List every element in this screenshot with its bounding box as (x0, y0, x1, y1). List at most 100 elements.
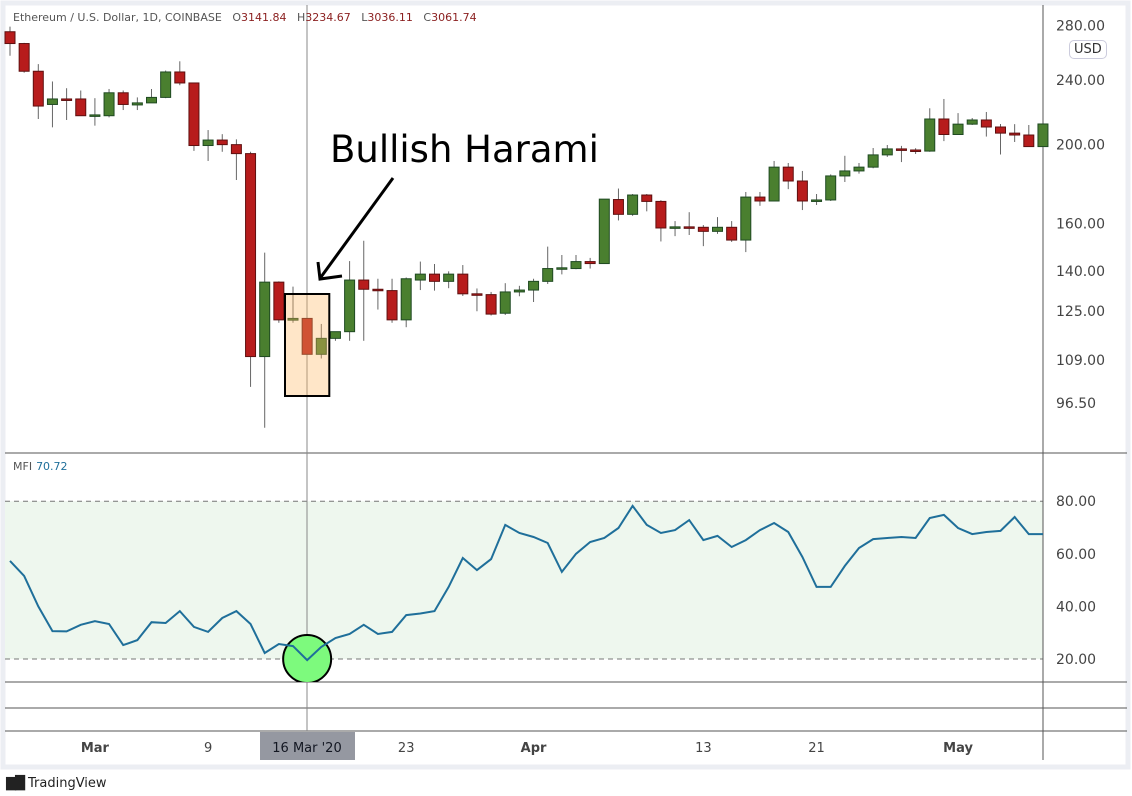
candle-body (712, 226, 723, 232)
candle-body (910, 149, 922, 152)
candle-body (32, 70, 44, 107)
mfi-band (5, 500, 1043, 660)
candle (216, 134, 228, 152)
candle (853, 163, 865, 174)
candle (160, 70, 172, 99)
candle (513, 285, 525, 297)
candle-body (216, 139, 228, 146)
candle (103, 88, 115, 118)
candle (188, 82, 200, 151)
candle (429, 264, 440, 291)
candle-body (584, 261, 596, 265)
candle (46, 81, 58, 128)
candle-body (386, 290, 398, 321)
candle-body (754, 196, 766, 202)
candle (655, 200, 667, 242)
candle-body (570, 261, 582, 270)
candle-body (471, 293, 483, 296)
candle-body (825, 175, 837, 201)
mfi-band-fill (5, 501, 1043, 659)
candle (32, 64, 44, 119)
mfi-value: 70.72 (36, 460, 68, 473)
candle (117, 90, 129, 111)
mfi-legend[interactable]: MFI 70.72 (13, 460, 68, 473)
mfi-tick-label: 60.00 (1056, 547, 1096, 563)
candle-body (867, 154, 879, 168)
candle (259, 252, 271, 428)
price-axis[interactable]: 280.00 240.00 200.00 160.00 140.00 125.00 109.… (1056, 18, 1105, 412)
candle (400, 277, 412, 328)
candle-body (287, 317, 299, 321)
candle (881, 144, 893, 157)
crosshair-date-badge (260, 732, 355, 760)
time-tick-label: 21 (808, 741, 825, 756)
candle-body (938, 118, 950, 135)
candles (4, 26, 1049, 428)
candle-body (641, 194, 653, 202)
mfi-axis[interactable]: 80.00 60.00 40.00 20.00 (1056, 494, 1096, 668)
high-value: 3234.67 (305, 11, 351, 24)
time-axis[interactable]: Mar 9 23 Apr 13 21 May (81, 741, 974, 756)
candle (329, 331, 341, 341)
candle-body (301, 317, 313, 355)
candle (782, 163, 794, 190)
time-tick-label: May (943, 741, 973, 756)
symbol-legend[interactable]: Ethereum / U.S. Dollar, 1D, COINBASE O31… (13, 11, 477, 24)
annotation-arrow (316, 177, 395, 281)
candle-body (995, 126, 1006, 134)
candle (697, 225, 709, 247)
candle (570, 254, 582, 270)
pane-separators (5, 5, 1127, 760)
candle (952, 113, 964, 135)
price-tick-label: 125.00 (1056, 304, 1105, 320)
candle (768, 160, 780, 202)
mfi-highlight-circle (282, 634, 333, 682)
candle-body (740, 196, 752, 241)
candle (245, 151, 257, 387)
candle-body (1023, 134, 1035, 148)
candle-body (612, 199, 624, 215)
candle (627, 194, 639, 216)
candle (938, 98, 950, 142)
time-tick-label: 9 (204, 741, 212, 756)
candle (980, 111, 992, 137)
candle (726, 221, 738, 242)
candle (966, 118, 978, 125)
currency-button[interactable]: USD (1069, 40, 1107, 59)
time-tick-label: 23 (398, 741, 415, 756)
chart-frame (0, 0, 1131, 770)
candle (598, 198, 610, 265)
candle-body (160, 71, 172, 98)
candle-body (358, 279, 370, 290)
candle-body (344, 279, 356, 333)
tradingview-logo[interactable]: ▇█ TradingView (6, 776, 107, 791)
close-value: 3061.74 (431, 11, 477, 24)
candle (75, 90, 87, 117)
time-tick-label: Apr (521, 741, 547, 756)
candle (443, 271, 455, 289)
candle-body (683, 226, 695, 229)
candle (811, 194, 823, 205)
candle (825, 174, 837, 201)
candle (712, 217, 723, 234)
open-value: 3141.84 (240, 11, 287, 24)
candle-body (61, 98, 73, 101)
candle-body (782, 166, 794, 182)
candle-body (768, 166, 780, 202)
mfi-tick-label: 20.00 (1056, 652, 1096, 668)
candle-body (556, 267, 568, 270)
candle (273, 281, 285, 323)
candle-body (598, 198, 610, 265)
candle-body (895, 148, 907, 151)
candle-body (245, 153, 257, 358)
candle-body (131, 102, 143, 106)
mfi-tick-label: 80.00 (1056, 494, 1096, 510)
close-key: C (423, 11, 432, 24)
candle (754, 191, 766, 206)
candle (1037, 123, 1049, 149)
candle-body (315, 337, 327, 355)
candle (457, 265, 469, 296)
candle (740, 191, 752, 253)
